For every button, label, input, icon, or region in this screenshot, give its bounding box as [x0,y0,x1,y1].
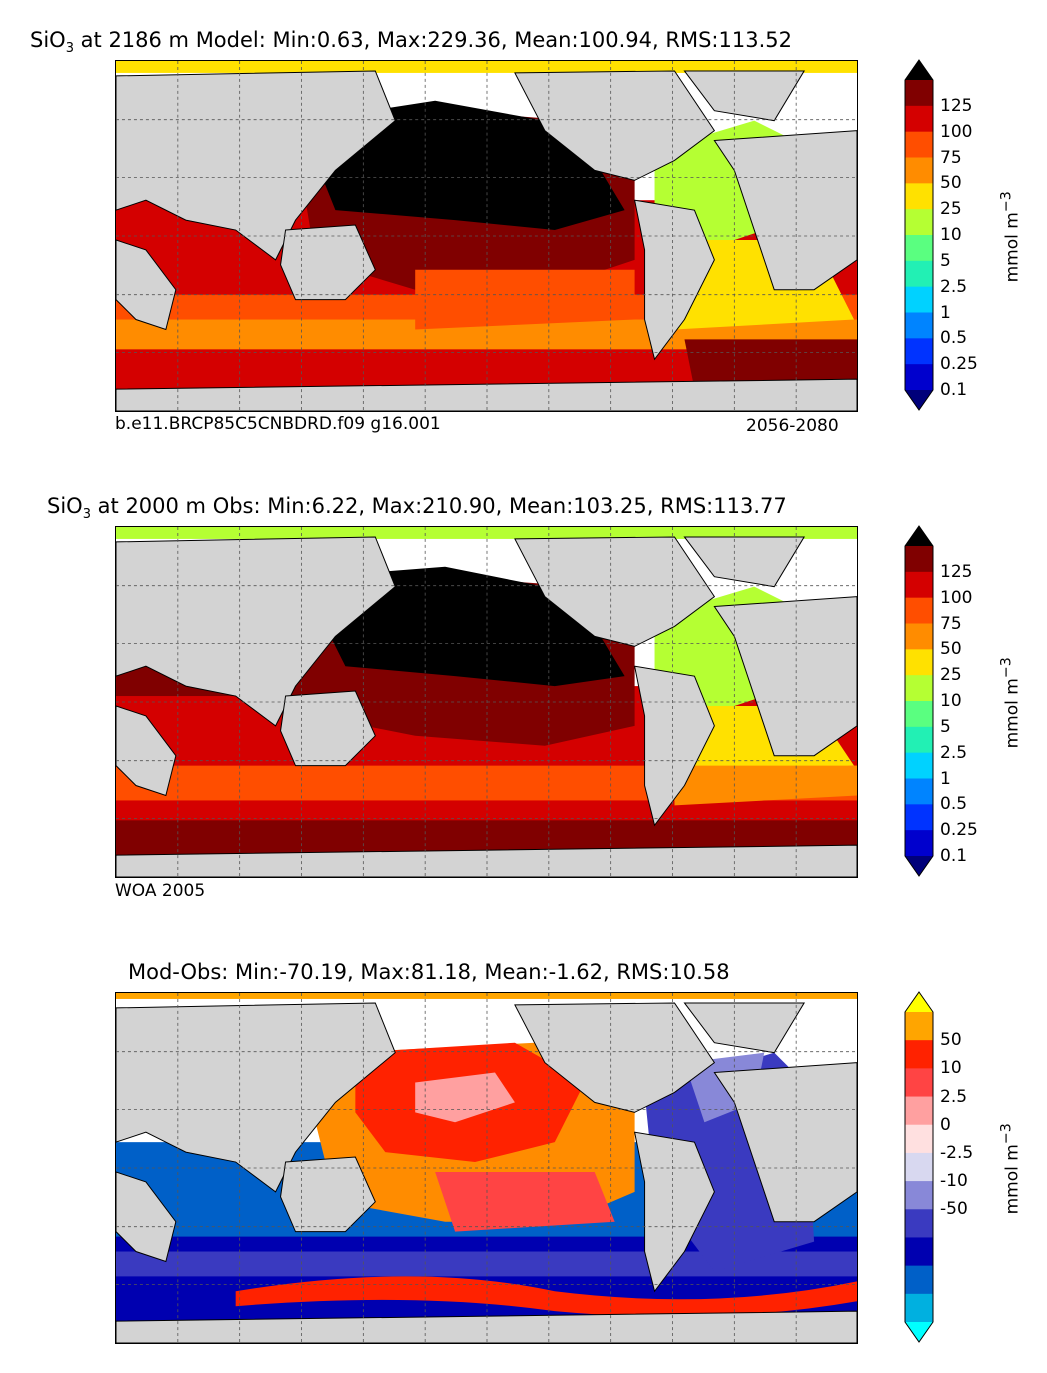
colorbar-model [904,59,934,411]
map-obs [115,526,858,878]
caption-model-case: b.e11.BRCP85C5CNBDRD.f09 g16.001 [115,414,441,434]
colorbar-segment [905,1124,933,1154]
colorbar-tick-label: 125 [940,95,973,116]
colorbar-tick-label: 5 [940,250,951,271]
colorbar-segment [905,209,933,236]
colorbar-tick-label: 25 [940,665,962,686]
colorbar-segment [905,131,933,158]
colorbar-segment [905,364,933,391]
colorbar-segment [905,778,933,805]
colorbar-segment [905,1152,933,1182]
panel-title-obs: SiO3 at 2000 m Obs: Min:6.22, Max:210.90… [47,494,787,522]
colorbar-segment [905,105,933,133]
colorbar-tick-label: 2.5 [940,1086,968,1107]
colorbar-tick-label: 0.1 [940,380,968,400]
colorbar-segment [905,1237,933,1267]
colorbar-unit-diff: mmol m−3 [998,1123,1023,1215]
colorbar-segment [905,804,933,831]
colorbar-tick-label: 100 [940,587,973,608]
colorbar-tick-label: 0 [940,1114,951,1135]
colorbar-tick-label: 2.5 [940,276,968,297]
colorbar-segment [905,726,933,754]
colorbar-extend-top [905,60,933,80]
panel-title-diff: Mod-Obs: Min:-70.19, Max:81.18, Mean:-1.… [128,960,730,984]
panel-title-model: SiO3 at 2186 m Model: Min:0.63, Max:229.… [30,28,792,56]
colorbar-segment [905,649,933,676]
colorbar-segment [905,235,933,262]
colorbar-tick-label: 10 [940,1058,962,1079]
colorbar-tick-label: 50 [940,639,962,660]
colorbar-segment [905,546,933,573]
colorbar-segment [905,1293,933,1323]
graticule-model [116,61,857,411]
caption-model-years: 2056-2080 [746,416,839,436]
colorbar-tick-label: 10 [940,691,962,711]
colorbar-tick-label: 10 [940,225,962,245]
colorbar-segment [905,312,933,339]
colorbar-segment [905,571,933,599]
colorbar-diff [904,991,934,1343]
colorbar-tick-label: 0.25 [940,354,978,375]
colorbar-segment [905,183,933,210]
colorbar-segment [905,830,933,857]
colorbar-segment [905,1096,933,1126]
colorbar-extend-top [905,992,933,1012]
colorbar-segment [905,597,933,624]
map-diff [115,992,858,1344]
colorbar-segment [905,623,933,650]
colorbar-segment [905,1040,933,1069]
map-model [115,60,858,412]
colorbar-tick-label: 0.25 [940,820,978,841]
colorbar-tick-label: -50 [940,1199,968,1220]
colorbar-segment [905,1209,933,1238]
colorbar-segment [905,701,933,728]
map-diff-svg [116,993,857,1343]
colorbar-tick-label: 0.5 [940,794,968,815]
colorbar-extend-top [905,526,933,546]
colorbar-extend-bottom [905,1322,933,1342]
colorbar-tick-label: 1 [940,302,951,323]
colorbar-segment [905,260,933,288]
colorbar-unit-model: mmol m−3 [998,191,1023,283]
colorbar-tick-label: 75 [940,147,962,168]
colorbar-segment [905,1265,933,1295]
colorbar-segment [905,1012,933,1041]
colorbar-tick-label: 25 [940,199,962,220]
colorbar-segment [905,752,933,779]
map-obs-svg [116,527,857,877]
graticule-obs [116,527,857,877]
colorbar-tick-label: 5 [940,716,951,737]
colorbar-segment [905,675,933,702]
colorbar-extend-bottom [905,390,933,410]
colorbar-segment [905,1181,933,1210]
map-model-svg [116,61,857,411]
colorbar-extend-bottom [905,856,933,876]
colorbar-segment [905,286,933,313]
colorbar-segment [905,80,933,107]
colorbar-tick-label: -10 [940,1171,968,1192]
colorbar-tick-label: 75 [940,613,962,634]
colorbar-unit-obs: mmol m−3 [998,657,1023,749]
caption-obs-source: WOA 2005 [115,881,206,901]
colorbar-tick-label: 0.1 [940,846,968,866]
colorbar-obs [904,525,934,877]
colorbar-tick-label: 125 [940,561,973,582]
colorbar-segment [905,157,933,184]
colorbar-tick-label: 2.5 [940,742,968,763]
graticule-diff [116,993,857,1343]
colorbar-tick-label: 50 [940,1030,962,1051]
colorbar-tick-label: 100 [940,121,973,142]
colorbar-tick-label: 50 [940,173,962,194]
colorbar-segment [905,338,933,365]
colorbar-segment [905,1068,933,1098]
colorbar-tick-label: 1 [940,768,951,789]
colorbar-tick-label: -2.5 [940,1142,974,1163]
colorbar-tick-label: 0.5 [940,328,968,349]
